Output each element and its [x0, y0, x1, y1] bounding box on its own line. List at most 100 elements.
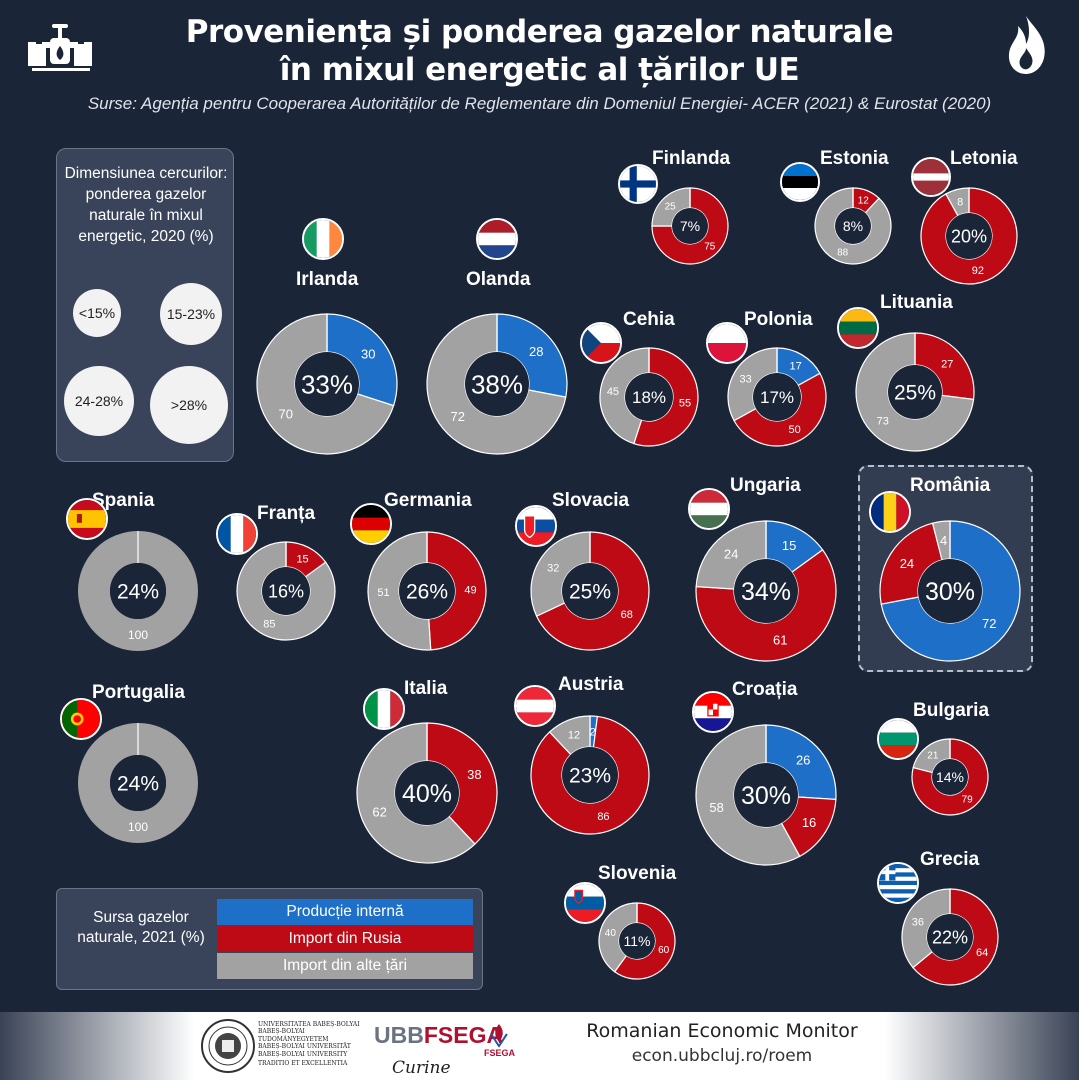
donut-finlanda: 75 257% [651, 187, 729, 265]
donut-bulgaria: 79 21 14% [911, 738, 989, 816]
country-label-portugalia: Portugalia [92, 682, 185, 703]
value-label-cehia-other: 45 [607, 386, 619, 398]
value-label-romania-domestic: 72 [982, 616, 996, 631]
value-label-ungaria-russia: 61 [773, 633, 787, 648]
country-label-cehia: Cehia [623, 309, 675, 330]
donut-hole-spania [110, 563, 166, 619]
hungary-flag [688, 488, 730, 530]
value-label-bulgaria-other: 21 [927, 750, 939, 761]
donut-letonia: 92 8 20% [920, 187, 1018, 285]
value-label-portugalia-other: 100 [128, 820, 148, 834]
donut-hole-olanda [465, 352, 529, 416]
value-label-irlanda-other: 70 [279, 407, 293, 422]
university-name-de: BABEȘ-BOLYAI UNIVERSITÄT [258, 1043, 351, 1051]
country-label-ungaria: Ungaria [730, 475, 801, 496]
donut-hole-ungaria [734, 559, 798, 623]
donut-hole-letonia [946, 213, 992, 259]
donut-croatia: 26 16 58 30% [695, 724, 837, 866]
university-name-en: BABEȘ-BOLYAI UNIVERSITY [258, 1050, 348, 1058]
faculty-logo-ubb: UBB [374, 1022, 424, 1048]
value-label-finlanda-russia: 75 [704, 241, 716, 252]
germany-flag [350, 503, 392, 545]
size-legend-title: Dimensiunea cercurilor: ponderea gazelor… [64, 165, 228, 245]
donut-spania: 100 24% [78, 531, 198, 651]
value-label-olanda-other: 72 [450, 409, 464, 424]
monitor-url: econ.ubbcluj.ro/roem [631, 1046, 813, 1066]
netherlands-flag [476, 218, 518, 260]
share-label-letonia: 20% [951, 226, 987, 246]
university-name: UNIVERSITATEA BABEȘ-BOLYAI BABEȘ-BOLYAI … [258, 1021, 368, 1067]
value-label-franta-russia: 15 [296, 553, 308, 565]
value-label-lituania-other: 73 [877, 415, 889, 427]
country-label-estonia: Estonia [820, 148, 889, 169]
share-label-spania: 24% [117, 581, 159, 604]
donut-italia: 38 62 40% [356, 722, 498, 864]
donut-hole-italia [395, 761, 459, 825]
legend-russia: Import din Rusia [217, 926, 473, 952]
university-name-hu: BABEȘ-BOLYAI TUDOMÁNYEGYETEM [258, 1028, 329, 1043]
greece-flag [877, 862, 919, 904]
share-label-irlanda: 33% [301, 369, 353, 399]
country-label-lituania: Lituania [880, 292, 953, 313]
donut-hole-irlanda [295, 352, 359, 416]
country-label-letonia: Letonia [950, 148, 1018, 169]
share-label-austria: 23% [569, 765, 611, 788]
donut-cehia: 55 45 18% [599, 347, 699, 447]
country-label-finlanda: Finlanda [652, 148, 731, 169]
share-label-slovenia: 11% [624, 933, 651, 949]
donut-estonia: 12 88 8% [814, 187, 892, 265]
value-label-romania-other: 4 [940, 533, 947, 548]
country-label-austria: Austria [558, 674, 624, 695]
value-label-grecia-other: 36 [912, 917, 924, 929]
value-label-germania-russia: 49 [464, 584, 476, 596]
value-label-slovenia-russia: 60 [658, 945, 670, 956]
value-label-spania-other: 100 [128, 628, 148, 642]
austria-flag [514, 685, 556, 727]
value-label-estonia-russia: 12 [858, 195, 870, 206]
value-label-croatia-other: 58 [709, 800, 723, 815]
donut-portugalia: 100 24% [78, 723, 198, 843]
donut-hole-croatia [734, 763, 798, 827]
donut-hole-lituania [888, 365, 942, 419]
value-label-slovacia-russia: 68 [621, 609, 633, 621]
country-label-italia: Italia [404, 678, 448, 699]
share-label-croatia: 30% [741, 782, 791, 810]
donut-hole-finlanda [672, 208, 708, 244]
value-label-cehia-russia: 55 [679, 398, 691, 410]
share-label-slovacia: 25% [569, 581, 611, 604]
value-label-grecia-russia: 64 [976, 947, 988, 959]
value-label-austria-other: 12 [568, 729, 580, 741]
segment-slovenia-russia [613, 902, 676, 980]
value-label-croatia-russia: 16 [802, 815, 816, 830]
flame-icon [1008, 16, 1045, 74]
size-bin-small: <15% [73, 289, 121, 337]
donut-hole-slovacia [562, 563, 618, 619]
country-label-slovacia: Slovacia [552, 490, 630, 511]
faculty-logo-fsega: FSEGA [423, 1022, 504, 1048]
share-label-portugalia: 24% [117, 773, 159, 796]
size-legend: Dimensiunea cercurilor: ponderea gazelor… [56, 148, 234, 462]
donut-hole-estonia [835, 208, 871, 244]
value-label-letonia-other: 8 [957, 196, 963, 208]
university-seal-icon [201, 1019, 255, 1073]
share-label-cehia: 18% [632, 388, 666, 407]
donut-hole-romania [918, 559, 982, 623]
share-label-lituania: 25% [894, 382, 936, 405]
country-label-olanda: Olanda [466, 269, 531, 290]
poland-flag [706, 322, 748, 364]
value-label-letonia-russia: 92 [972, 265, 984, 277]
value-label-slovenia-other: 40 [605, 928, 617, 939]
fsega-emblem-icon [490, 1024, 508, 1048]
faculty-signature: Curine [392, 1058, 451, 1078]
university-motto: TRADITIO ET EXCELLENTIA [258, 1060, 348, 1068]
donut-grecia: 64 36 22% [901, 888, 999, 986]
france-flag [216, 513, 258, 555]
estonia-flag [780, 162, 820, 202]
footer: UNIVERSITATEA BABEȘ-BOLYAI BABEȘ-BOLYAI … [0, 1012, 1079, 1080]
donut-hole-slovenia [619, 923, 655, 959]
spain-flag [66, 498, 108, 540]
donut-hole-grecia [927, 914, 973, 960]
size-bin-large: 24-28% [64, 366, 134, 436]
donut-hole-cehia [625, 373, 673, 421]
gas-pipeline-icon [28, 24, 92, 71]
